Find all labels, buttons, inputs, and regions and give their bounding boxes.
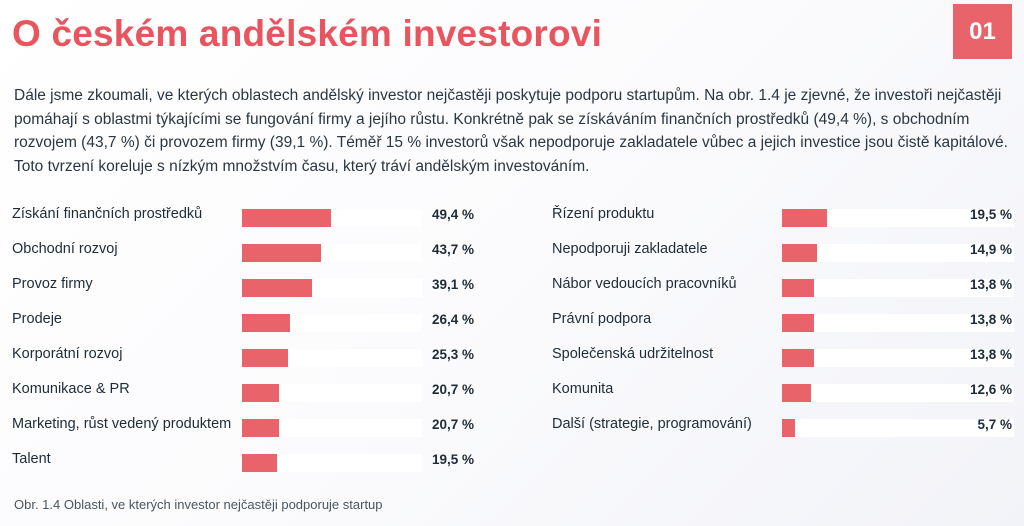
- bar: [242, 244, 321, 262]
- bar: [782, 314, 815, 332]
- bar: [782, 384, 812, 402]
- value-label: 13,8 %: [969, 277, 1012, 292]
- bar-track: [782, 279, 1014, 297]
- bar-row: Společenská udržitelnost 13,8 %: [552, 340, 1014, 375]
- value-label: 26,4 %: [431, 312, 474, 327]
- bar-track: [242, 349, 422, 367]
- bar-track: [782, 419, 1014, 437]
- bar-chart: Získání finančních prostředků 49,4 % Obcho…: [0, 200, 1024, 490]
- category-label: Prodeje: [12, 311, 62, 327]
- category-label: Komunita: [552, 381, 614, 397]
- value-label: 20,7 %: [431, 382, 474, 397]
- bar: [782, 279, 815, 297]
- bar: [242, 279, 313, 297]
- value-label: 14,9 %: [969, 242, 1012, 257]
- bar-track: [242, 454, 422, 472]
- bar: [242, 314, 290, 332]
- page-title: O českém andělském investorovi: [12, 13, 603, 54]
- bar-row: Nábor vedoucích pracovníků 13,8 %: [552, 270, 1014, 305]
- bar-row: Talent 19,5 %: [12, 445, 474, 480]
- value-label: 49,4 %: [431, 207, 474, 222]
- bar-track: [242, 384, 422, 402]
- bar-row: Řízení produktu 19,5 %: [552, 200, 1014, 235]
- bar-row: Korporátní rozvoj 25,3 %: [12, 340, 474, 375]
- value-label: 5,7 %: [977, 417, 1012, 432]
- bar-track: [242, 244, 422, 262]
- category-label: Získání finančních prostředků: [12, 206, 203, 222]
- category-label: Obchodní rozvoj: [12, 241, 118, 257]
- bar-track: [782, 349, 1014, 367]
- value-label: 19,5 %: [969, 207, 1012, 222]
- bar-track: [242, 279, 422, 297]
- bar: [242, 419, 280, 437]
- category-label: Komunikace & PR: [12, 381, 130, 397]
- bar: [242, 384, 280, 402]
- category-label: Nábor vedoucích pracovníků: [552, 276, 737, 292]
- bar-row: Provoz firmy 39,1 %: [12, 270, 474, 305]
- value-label: 25,3 %: [431, 347, 474, 362]
- category-label: Talent: [12, 451, 51, 467]
- value-label: 12,6 %: [969, 382, 1012, 397]
- bar: [782, 419, 796, 437]
- bar-row: Nepodporuji zakladatele 14,9 %: [552, 235, 1014, 270]
- bar-row: Komunita 12,6 %: [552, 375, 1014, 410]
- bar: [242, 209, 331, 227]
- bar-track: [242, 419, 422, 437]
- category-label: Právní podpora: [552, 311, 652, 327]
- bar: [782, 244, 817, 262]
- value-label: 13,8 %: [969, 347, 1012, 362]
- category-label: Společenská udržitelnost: [552, 346, 714, 362]
- value-label: 43,7 %: [431, 242, 474, 257]
- category-label: Nepodporuji zakladatele: [552, 241, 708, 257]
- bar-row: Právní podpora 13,8 %: [552, 305, 1014, 340]
- category-label: Marketing, růst vedený produktem: [12, 416, 232, 432]
- bar: [242, 454, 278, 472]
- bar-track: [242, 314, 422, 332]
- bar-row: Získání finančních prostředků 49,4 %: [12, 200, 474, 235]
- bar-track: [242, 209, 422, 227]
- bar-row: Marketing, růst vedený produktem 20,7 %: [12, 410, 474, 445]
- category-label: Řízení produktu: [552, 206, 655, 222]
- bar-row: Komunikace & PR 20,7 %: [12, 375, 474, 410]
- bar-row: Prodeje 26,4 %: [12, 305, 474, 340]
- bar: [782, 349, 815, 367]
- bar-track: [782, 244, 1014, 262]
- bar-row: Další (strategie, programování) 5,7 %: [552, 410, 1014, 445]
- bar-track: [782, 314, 1014, 332]
- bar-track: [782, 209, 1014, 227]
- intro-paragraph: Dále jsme zkoumali, ve kterých oblastech…: [14, 87, 1008, 175]
- category-label: Korporátní rozvoj: [12, 346, 123, 362]
- category-label: Další (strategie, programování): [552, 416, 752, 432]
- bar-track: [782, 384, 1014, 402]
- value-label: 19,5 %: [431, 452, 474, 467]
- category-label: Provoz firmy: [12, 276, 93, 292]
- value-label: 13,8 %: [969, 312, 1012, 327]
- bar: [782, 209, 828, 227]
- bar-row: Obchodní rozvoj 43,7 %: [12, 235, 474, 270]
- chapter-number-badge: 01: [953, 4, 1012, 59]
- bar: [242, 349, 288, 367]
- value-label: 39,1 %: [431, 277, 474, 292]
- value-label: 20,7 %: [431, 417, 474, 432]
- figure-caption: Obr. 1.4 Oblasti, ve kterých investor ne…: [14, 497, 383, 512]
